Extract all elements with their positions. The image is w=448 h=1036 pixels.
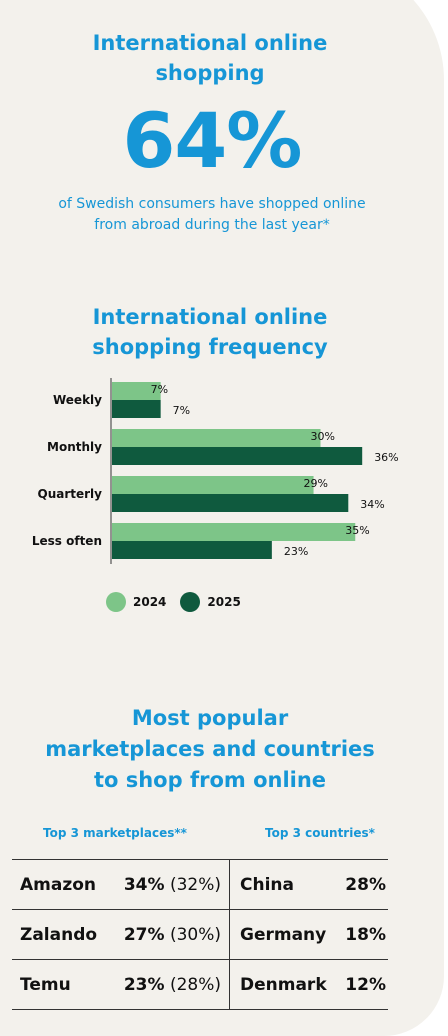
marketplaces-section-title: Most popular marketplaces and countries … <box>45 706 375 792</box>
legend-label-2025: 2025 <box>207 595 241 609</box>
data-label: 35% <box>345 524 369 537</box>
marketplace-share-2025: 27% <box>123 924 165 945</box>
marketplace-cell: Amazon 34% (32%) <box>12 860 230 909</box>
bar-2024-quarterly <box>112 476 314 494</box>
marketplaces-column-header: Top 3 marketplaces** <box>43 826 187 840</box>
table-row: Zalando 27% (30%) Germany 18% <box>12 910 388 960</box>
marketplace-name: Zalando <box>20 924 98 945</box>
chart-legend: 2024 2025 <box>106 592 247 612</box>
legend-swatch-2025 <box>180 592 201 612</box>
bar-2025-less-often <box>112 541 272 559</box>
bar-2024-less-often <box>112 523 356 541</box>
marketplace-name: Amazon <box>20 874 97 895</box>
big-percentage-description: of Swedish consumers have shopped online… <box>58 196 366 233</box>
country-cell: Denmark 12% <box>230 960 388 1009</box>
marketplace-share: 27% (30%) <box>124 925 221 945</box>
country-share: 28% <box>345 874 386 895</box>
legend-item-2024: 2024 <box>106 592 166 612</box>
legend-swatch-2024 <box>106 592 126 612</box>
bar-2024-monthly <box>112 429 321 447</box>
marketplace-share-previous: (30%) <box>169 924 221 945</box>
data-label: 29% <box>304 477 328 490</box>
marketplace-share-previous: (32%) <box>169 874 221 895</box>
data-label: 7% <box>151 383 168 396</box>
marketplace-share: 34% (32%) <box>124 875 221 895</box>
table-row: Amazon 34% (32%) China 28% <box>12 860 388 910</box>
country-cell: Germany 18% <box>230 910 388 959</box>
country-name: China <box>240 874 294 895</box>
big-percentage: 64% <box>122 96 303 185</box>
marketplace-share-previous: (28%) <box>169 974 221 995</box>
bar-2025-monthly <box>112 447 363 465</box>
countries-column-header: Top 3 countries* <box>265 826 375 840</box>
data-label: 7% <box>173 404 190 417</box>
category-label: Less often <box>32 534 102 548</box>
data-label: 36% <box>374 451 398 464</box>
marketplace-share-2025: 23% <box>123 974 165 995</box>
bar-2024-weekly <box>112 382 161 400</box>
frequency-bar-chart: Weekly 7% 7% Monthly 30% 36% Quarterly 29% 34% Le… <box>32 378 399 564</box>
country-share: 18% <box>345 924 386 945</box>
category-label: Quarterly <box>38 487 103 501</box>
country-name: Denmark <box>240 974 327 995</box>
international-shopping-title: International online shopping <box>92 31 328 85</box>
marketplace-cell: Zalando 27% (30%) <box>12 910 230 959</box>
category-label: Monthly <box>47 440 102 454</box>
data-label: 23% <box>284 545 308 558</box>
marketplace-share-2025: 34% <box>123 874 165 895</box>
country-cell: China 28% <box>230 860 388 909</box>
data-label: 30% <box>311 430 335 443</box>
bar-2025-weekly <box>112 400 161 418</box>
bar-2025-quarterly <box>112 494 349 512</box>
country-share: 12% <box>345 974 386 995</box>
category-label: Weekly <box>53 393 102 407</box>
data-label: 34% <box>360 498 384 511</box>
marketplace-name: Temu <box>20 974 71 995</box>
chart-title: International online shopping frequency <box>92 305 328 359</box>
marketplaces-countries-table: Amazon 34% (32%) China 28% Zalando 27% (… <box>12 859 388 1010</box>
table-row: Temu 23% (28%) Denmark 12% <box>12 960 388 1010</box>
country-name: Germany <box>240 924 327 945</box>
legend-item-2025: 2025 <box>180 592 241 612</box>
marketplace-share: 23% (28%) <box>124 975 221 995</box>
marketplace-cell: Temu 23% (28%) <box>12 960 230 1009</box>
legend-label-2024: 2024 <box>133 595 167 609</box>
